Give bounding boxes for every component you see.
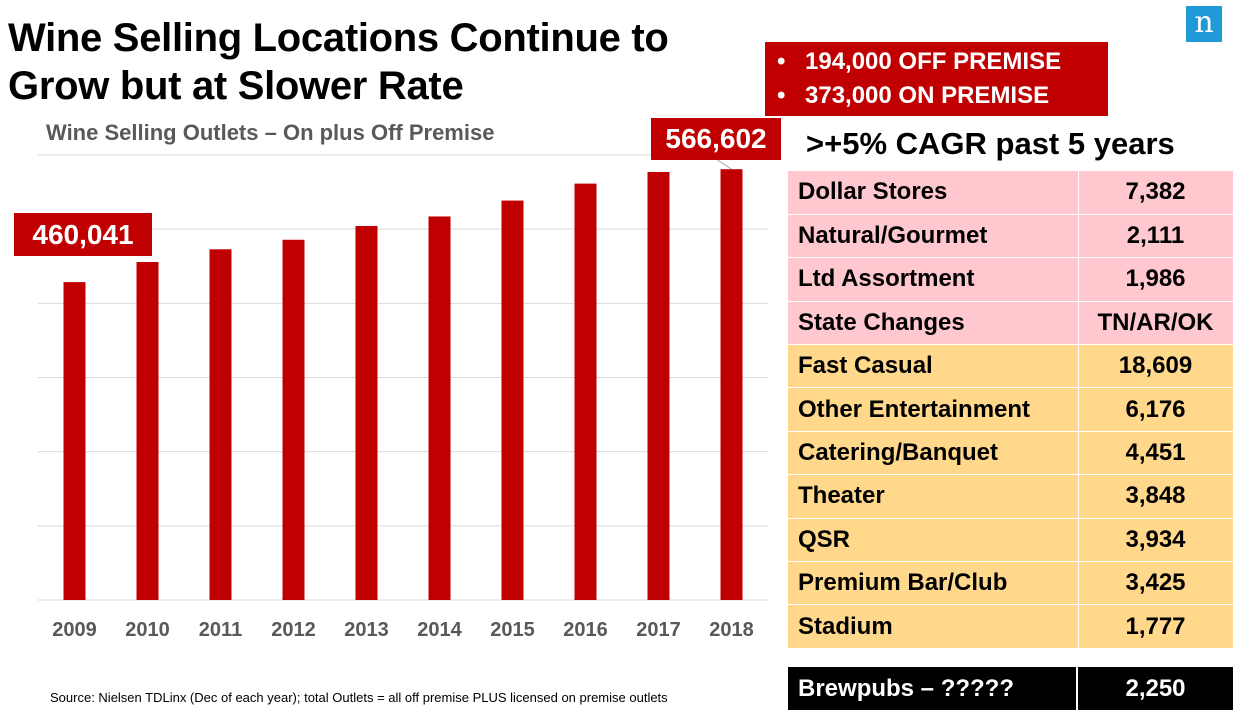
- row-value: 7,382: [1078, 171, 1234, 215]
- brewpubs-value: 2,250: [1125, 675, 1186, 702]
- title-line-1: Wine Selling Locations Continue to: [8, 16, 669, 60]
- row-value: 3,425: [1078, 561, 1234, 606]
- row-label: Theater: [788, 474, 1079, 519]
- row-value: 1,777: [1078, 604, 1234, 649]
- premise-summary-box: • 194,000 OFF PREMISE • 373,000 ON PREMISE: [765, 42, 1108, 116]
- x-tick-label: 2018: [709, 619, 754, 641]
- table-row: Theater 3,848: [788, 474, 1234, 519]
- chart-title: Wine Selling Outlets – On plus Off Premi…: [46, 120, 495, 145]
- table-row: Natural/Gourmet 2,111: [788, 214, 1234, 259]
- brewpubs-label: Brewpubs – ?????: [798, 675, 1014, 702]
- table-row: Dollar Stores 7,382: [788, 171, 1234, 215]
- first-value-callout: 460,041: [14, 213, 152, 256]
- bar-chart: 2009 2010 2011 2012 2013 2014 2015 2016 2017 2018: [38, 154, 768, 641]
- x-tick-label: 2015: [490, 619, 535, 641]
- table-row: Ltd Assortment 1,986: [788, 257, 1234, 302]
- table-row: Stadium 1,777: [788, 604, 1234, 649]
- bar-2017: [647, 171, 670, 600]
- cagr-statement: >+5% CAGR past 5 years: [806, 126, 1175, 161]
- x-tick-label: 2009: [52, 619, 97, 641]
- bar-2009: [63, 282, 86, 600]
- last-value-callout: 566,602: [651, 118, 781, 160]
- row-label: Catering/Banquet: [788, 431, 1079, 476]
- row-value: 1,986: [1078, 257, 1234, 302]
- row-label: Stadium: [788, 604, 1079, 649]
- table-row: State Changes TN/AR/OK: [788, 301, 1234, 346]
- table-row: Catering/Banquet 4,451: [788, 431, 1234, 476]
- bar-2016: [574, 183, 597, 600]
- x-tick-label: 2017: [636, 619, 681, 641]
- row-value: 18,609: [1078, 344, 1234, 389]
- row-label: Ltd Assortment: [788, 257, 1079, 302]
- bar-2013: [355, 225, 378, 600]
- row-label: QSR: [788, 518, 1079, 563]
- on-premise-text: 373,000 ON PREMISE: [805, 82, 1050, 109]
- row-value: 3,934: [1078, 518, 1234, 563]
- on-premise-item: • 373,000 ON PREMISE: [777, 82, 1049, 110]
- row-label: State Changes: [788, 301, 1079, 346]
- row-value: 3,848: [1078, 474, 1234, 519]
- outlet-growth-table: Dollar Stores 7,382 Natural/Gourmet 2,111 Lt…: [788, 171, 1234, 649]
- x-tick-label: 2011: [199, 619, 242, 641]
- bullet-icon: •: [777, 82, 786, 109]
- title-line-2: Grow but at Slower Rate: [8, 64, 464, 108]
- x-tick-label: 2012: [271, 619, 316, 641]
- bar-2014: [428, 216, 451, 600]
- source-note: Source: Nielsen TDLinx (Dec of each year…: [50, 690, 668, 705]
- off-premise-item: • 194,000 OFF PREMISE: [777, 48, 1061, 76]
- table-row: Premium Bar/Club 3,425: [788, 561, 1234, 606]
- brewpubs-row: Brewpubs – ????? 2,250: [788, 667, 1233, 710]
- x-tick-label: 2016: [563, 619, 608, 641]
- bar-2010: [136, 262, 159, 600]
- table-row: Other Entertainment 6,176: [788, 387, 1234, 432]
- bullet-icon: •: [777, 48, 786, 75]
- brewpubs-divider: [1076, 667, 1078, 710]
- row-label: Dollar Stores: [788, 171, 1079, 215]
- table-row: QSR 3,934: [788, 518, 1234, 563]
- bar-2012: [282, 239, 305, 600]
- row-label: Natural/Gourmet: [788, 214, 1079, 259]
- row-label: Fast Casual: [788, 344, 1079, 389]
- table-row: Fast Casual 18,609: [788, 344, 1234, 389]
- row-value: 2,111: [1078, 214, 1234, 259]
- bar-2011: [209, 249, 232, 601]
- row-label: Other Entertainment: [788, 387, 1079, 432]
- x-tick-label: 2014: [417, 619, 462, 641]
- bar-2018: [720, 169, 743, 600]
- row-value: 6,176: [1078, 387, 1234, 432]
- slide-title: Wine Selling Locations Continue to Grow …: [8, 14, 669, 110]
- callout-connector: [717, 159, 732, 170]
- x-tick-label: 2013: [344, 619, 389, 641]
- row-label: Premium Bar/Club: [788, 561, 1079, 606]
- row-value: TN/AR/OK: [1078, 301, 1234, 346]
- x-tick-label: 2010: [125, 619, 170, 641]
- row-value: 4,451: [1078, 431, 1234, 476]
- off-premise-text: 194,000 OFF PREMISE: [805, 48, 1062, 75]
- nielsen-logo-icon: n: [1186, 6, 1222, 42]
- bar-2015: [501, 200, 524, 601]
